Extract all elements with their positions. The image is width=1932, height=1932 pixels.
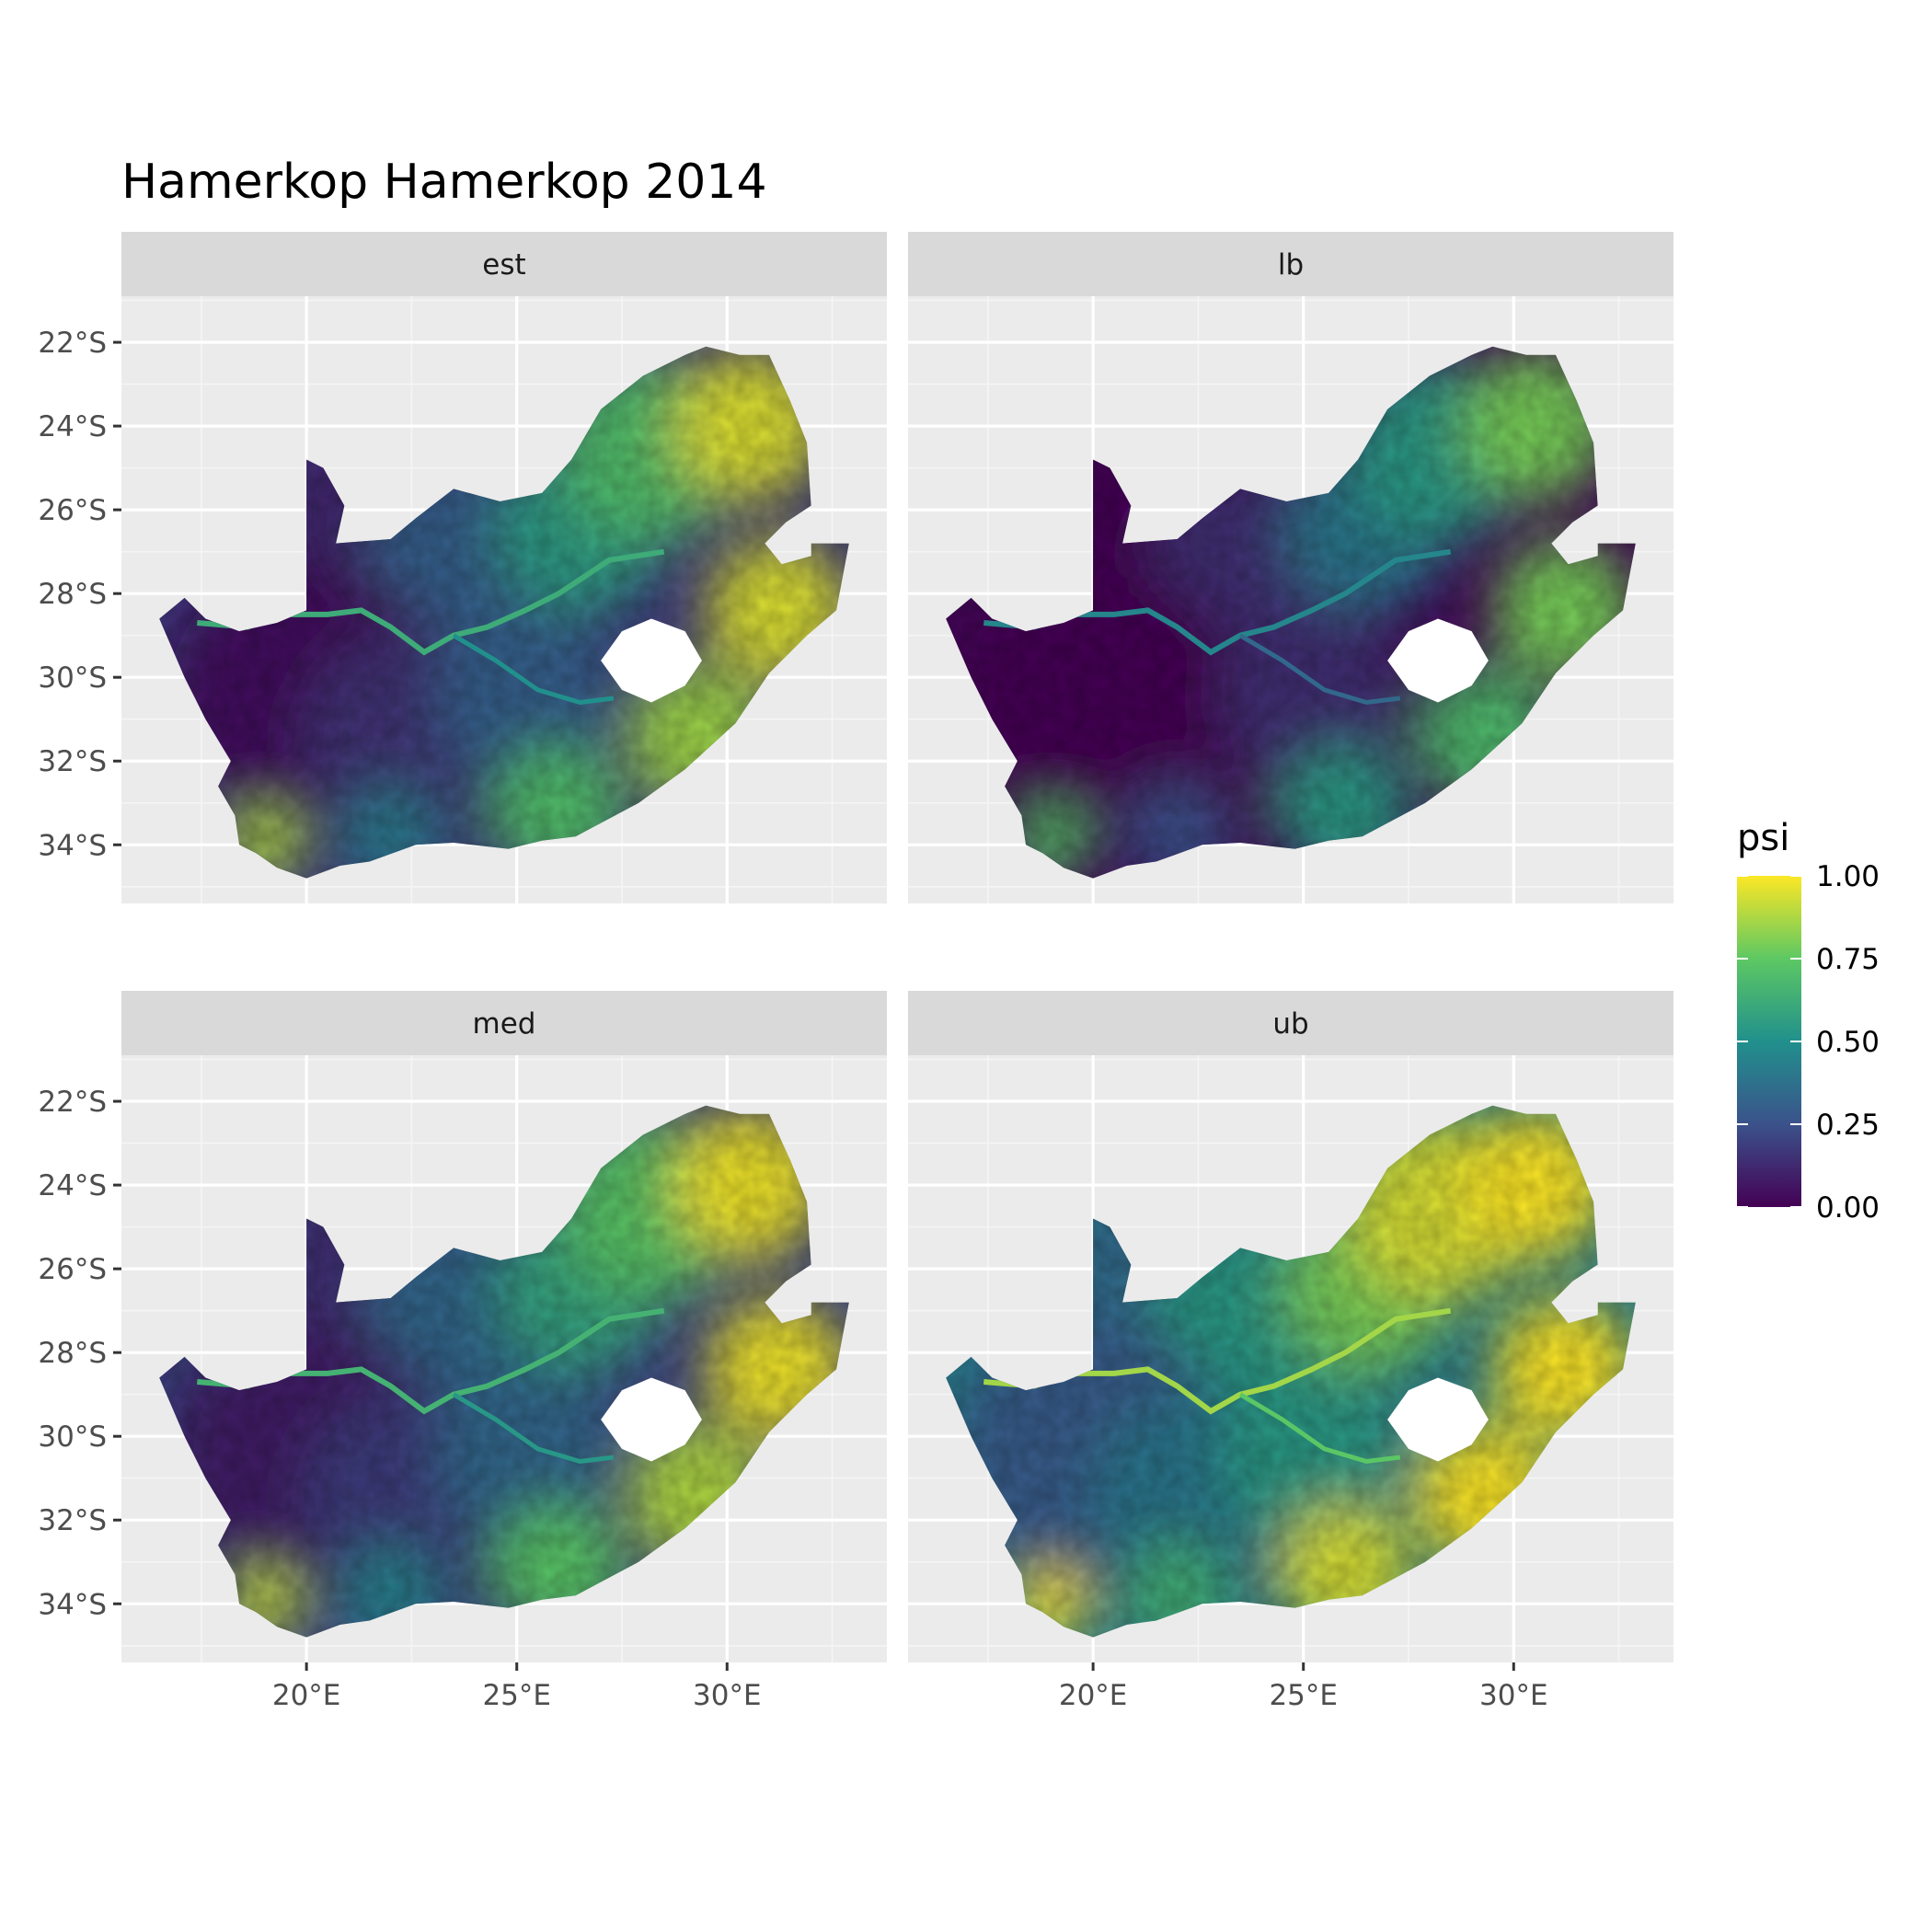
facet-strip-label: ub bbox=[1272, 1007, 1308, 1041]
facet-strip-label: lb bbox=[1278, 248, 1304, 282]
legend-title: psi bbox=[1737, 817, 1789, 859]
facet-strip-label: est bbox=[482, 248, 525, 282]
y-axis: 22°S 24°S 26°S 28°S 30°S 32°S 34°S 22°S 24°S 26°S… bbox=[38, 327, 121, 1621]
plot-title: Hamerkop Hamerkop 2014 bbox=[121, 155, 767, 210]
facet-lb: lb bbox=[908, 232, 1673, 903]
legend-tick-label: 1.00 bbox=[1816, 860, 1880, 893]
lesotho-gap bbox=[601, 1377, 702, 1462]
facet-panels: est lb med ub bbox=[121, 232, 1673, 1662]
facet-strip-label: med bbox=[473, 1007, 536, 1041]
river-corridor bbox=[1238, 1392, 1401, 1465]
river-corridor bbox=[1238, 633, 1401, 706]
y-tick-label: 32°S bbox=[38, 1504, 107, 1537]
facet-med: med bbox=[121, 991, 887, 1662]
x-tick-label: 30°E bbox=[693, 1679, 762, 1712]
facet-ub: ub bbox=[908, 991, 1673, 1662]
y-tick-label: 28°S bbox=[38, 1337, 107, 1370]
facet-strip bbox=[908, 232, 1673, 296]
legend-tick-label: 0.00 bbox=[1816, 1191, 1880, 1225]
colorbar-ticks: 1.00 0.75 0.50 0.25 0.00 bbox=[1737, 860, 1880, 1225]
x-tick-label: 20°E bbox=[1059, 1679, 1128, 1712]
y-tick-label: 22°S bbox=[38, 327, 107, 360]
facet-est: est bbox=[121, 232, 887, 903]
lesotho-gap bbox=[601, 618, 702, 703]
y-tick-label: 30°S bbox=[38, 1420, 107, 1454]
facet-strip bbox=[908, 991, 1673, 1055]
facet-strip bbox=[121, 232, 887, 296]
y-tick-label: 22°S bbox=[38, 1086, 107, 1119]
river-corridor bbox=[452, 1392, 615, 1465]
x-tick-label: 25°E bbox=[482, 1679, 551, 1712]
facet-strip bbox=[121, 991, 887, 1055]
x-tick-label: 25°E bbox=[1269, 1679, 1338, 1712]
y-tick-label: 28°S bbox=[38, 578, 107, 611]
lesotho-gap bbox=[1387, 618, 1489, 703]
y-tick-label: 26°S bbox=[38, 494, 107, 527]
y-tick-label: 24°S bbox=[38, 1169, 107, 1202]
x-tick-label: 30°E bbox=[1479, 1679, 1548, 1712]
lesotho-gap bbox=[1387, 1377, 1489, 1462]
y-tick-label: 26°S bbox=[38, 1253, 107, 1286]
colorbar-legend: psi 1.00 0.75 0.50 0.25 0.00 bbox=[1737, 817, 1880, 1225]
legend-tick-label: 0.25 bbox=[1816, 1109, 1880, 1142]
y-tick-label: 32°S bbox=[38, 745, 107, 778]
y-tick-label: 24°S bbox=[38, 410, 107, 443]
y-tick-label: 34°S bbox=[38, 829, 107, 862]
legend-tick-label: 0.50 bbox=[1816, 1026, 1880, 1059]
river-corridor bbox=[452, 633, 615, 706]
legend-tick-label: 0.75 bbox=[1816, 943, 1880, 976]
x-tick-label: 20°E bbox=[272, 1679, 341, 1712]
x-axis: 20°E 25°E 30°E 20°E 25°E 30°E bbox=[272, 1662, 1548, 1712]
y-tick-label: 34°S bbox=[38, 1588, 107, 1621]
y-tick-label: 30°S bbox=[38, 661, 107, 695]
